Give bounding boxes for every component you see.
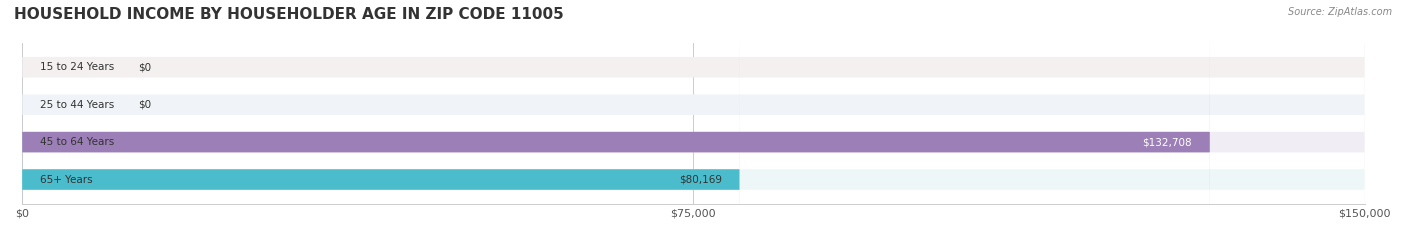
Text: $80,169: $80,169 [679, 175, 721, 185]
FancyBboxPatch shape [22, 0, 1365, 233]
FancyBboxPatch shape [22, 0, 1365, 233]
Text: HOUSEHOLD INCOME BY HOUSEHOLDER AGE IN ZIP CODE 11005: HOUSEHOLD INCOME BY HOUSEHOLDER AGE IN Z… [14, 7, 564, 22]
FancyBboxPatch shape [22, 0, 1211, 233]
Text: 15 to 24 Years: 15 to 24 Years [39, 62, 114, 72]
Text: $132,708: $132,708 [1143, 137, 1192, 147]
Text: $0: $0 [138, 62, 152, 72]
Text: 65+ Years: 65+ Years [39, 175, 93, 185]
FancyBboxPatch shape [22, 0, 740, 233]
Text: 45 to 64 Years: 45 to 64 Years [39, 137, 114, 147]
FancyBboxPatch shape [22, 0, 1365, 233]
Text: 25 to 44 Years: 25 to 44 Years [39, 100, 114, 110]
FancyBboxPatch shape [22, 0, 1365, 233]
Text: $0: $0 [138, 100, 152, 110]
Text: Source: ZipAtlas.com: Source: ZipAtlas.com [1288, 7, 1392, 17]
